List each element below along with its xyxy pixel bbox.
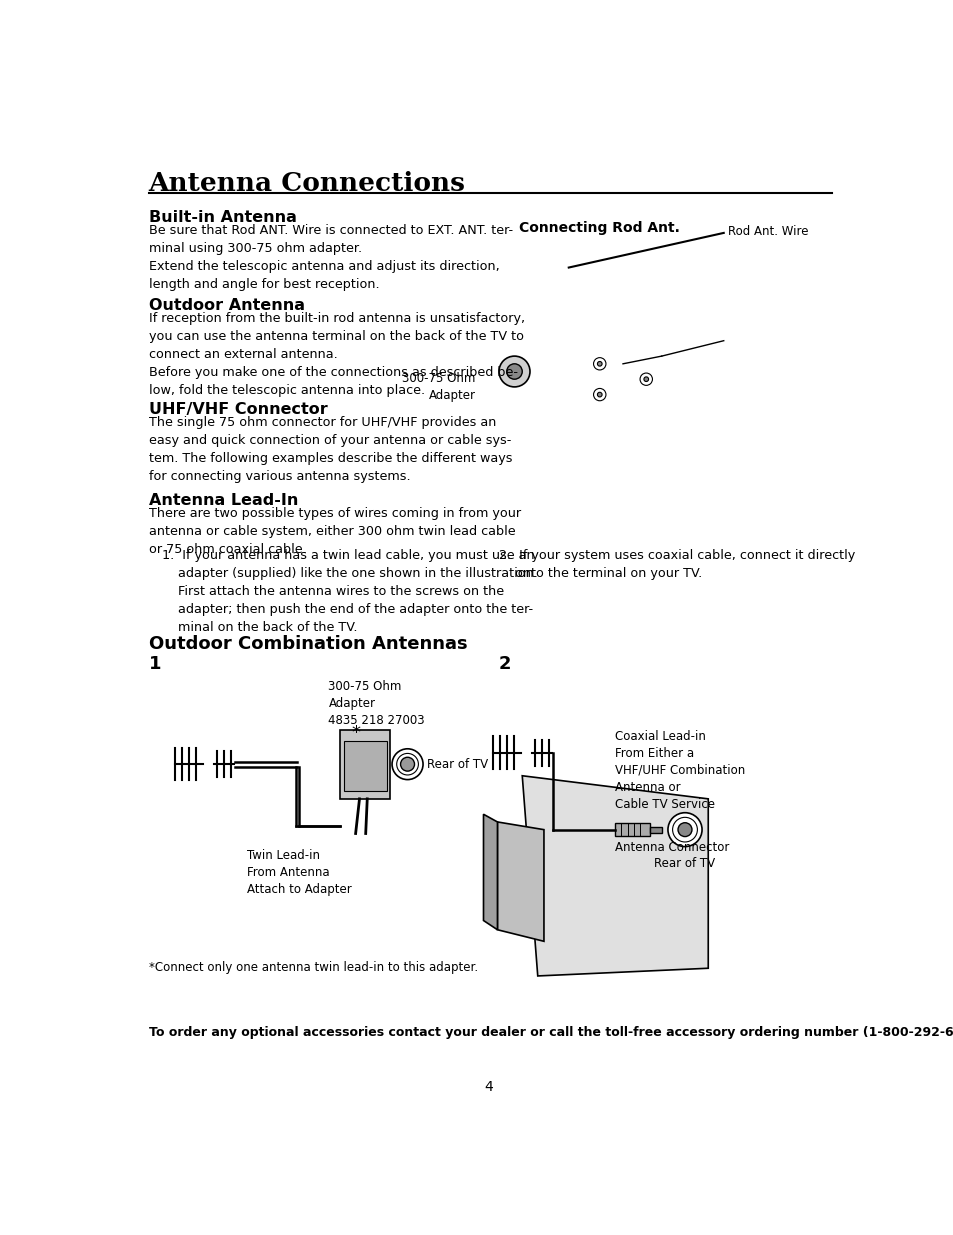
Text: 1: 1 (149, 655, 161, 673)
Text: Be sure that Rod ANT. Wire is connected to EXT. ANT. ter-
minal using 300-75 ohm: Be sure that Rod ANT. Wire is connected … (149, 224, 513, 290)
Polygon shape (483, 814, 497, 930)
Text: If reception from the built-in rod antenna is unsatisfactory,
you can use the an: If reception from the built-in rod anten… (149, 312, 524, 398)
Circle shape (593, 389, 605, 401)
Text: UHF/VHF Connector: UHF/VHF Connector (149, 403, 327, 417)
Text: 2.  If your system uses coaxial cable, connect it directly
    onto the terminal: 2. If your system uses coaxial cable, co… (498, 548, 854, 579)
Text: There are two possible types of wires coming in from your
antenna or cable syste: There are two possible types of wires co… (149, 508, 520, 556)
Polygon shape (521, 776, 707, 976)
Circle shape (597, 362, 601, 366)
Text: 300-75 Ohm
Adapter: 300-75 Ohm Adapter (402, 372, 476, 401)
Bar (340, 730, 390, 799)
Circle shape (639, 373, 652, 385)
Text: Rod Ant. Wire: Rod Ant. Wire (727, 225, 807, 238)
Text: To order any optional accessories contact your dealer or call the toll-free acce: To order any optional accessories contac… (149, 1026, 953, 1039)
Circle shape (593, 358, 605, 370)
Text: Rear of TV: Rear of TV (427, 758, 488, 771)
Circle shape (506, 364, 521, 379)
Text: Outdoor Antenna: Outdoor Antenna (149, 299, 304, 314)
Circle shape (392, 748, 422, 779)
Text: Antenna Connections: Antenna Connections (149, 172, 465, 196)
Polygon shape (497, 823, 543, 941)
Bar (344, 741, 386, 792)
Text: Twin Lead-in
From Antenna
Attach to Adapter: Twin Lead-in From Antenna Attach to Adap… (247, 848, 352, 895)
Bar (649, 826, 661, 832)
Text: *Connect only one antenna twin lead-in to this adapter.: *Connect only one antenna twin lead-in t… (149, 961, 477, 973)
Circle shape (672, 818, 697, 842)
Circle shape (643, 377, 648, 382)
Text: 2: 2 (498, 655, 511, 673)
Circle shape (400, 757, 415, 771)
Bar (615, 824, 649, 836)
Text: Built-in Antenna: Built-in Antenna (149, 210, 296, 225)
Text: Coaxial Lead-in
From Either a
VHF/UHF Combination
Antenna or
Cable TV Service: Coaxial Lead-in From Either a VHF/UHF Co… (615, 730, 744, 810)
Circle shape (498, 356, 530, 387)
Circle shape (597, 393, 601, 396)
Text: 1.  If your antenna has a twin lead cable, you must use an
    adapter (supplied: 1. If your antenna has a twin lead cable… (162, 548, 537, 634)
Circle shape (667, 813, 701, 846)
Text: The single 75 ohm connector for UHF/VHF provides an
easy and quick connection of: The single 75 ohm connector for UHF/VHF … (149, 416, 512, 483)
Text: Rear of TV: Rear of TV (654, 857, 715, 869)
Text: Antenna Lead-In: Antenna Lead-In (149, 493, 297, 508)
Text: Connecting Rod Ant.: Connecting Rod Ant. (518, 221, 679, 236)
Circle shape (678, 823, 691, 836)
Text: Antenna Connector: Antenna Connector (615, 841, 729, 855)
Text: 300-75 Ohm
Adapter
4835 218 27003: 300-75 Ohm Adapter 4835 218 27003 (328, 679, 425, 726)
Text: *: * (351, 724, 359, 742)
Text: Outdoor Combination Antennas: Outdoor Combination Antennas (149, 635, 467, 653)
Text: 4: 4 (484, 1079, 493, 1094)
